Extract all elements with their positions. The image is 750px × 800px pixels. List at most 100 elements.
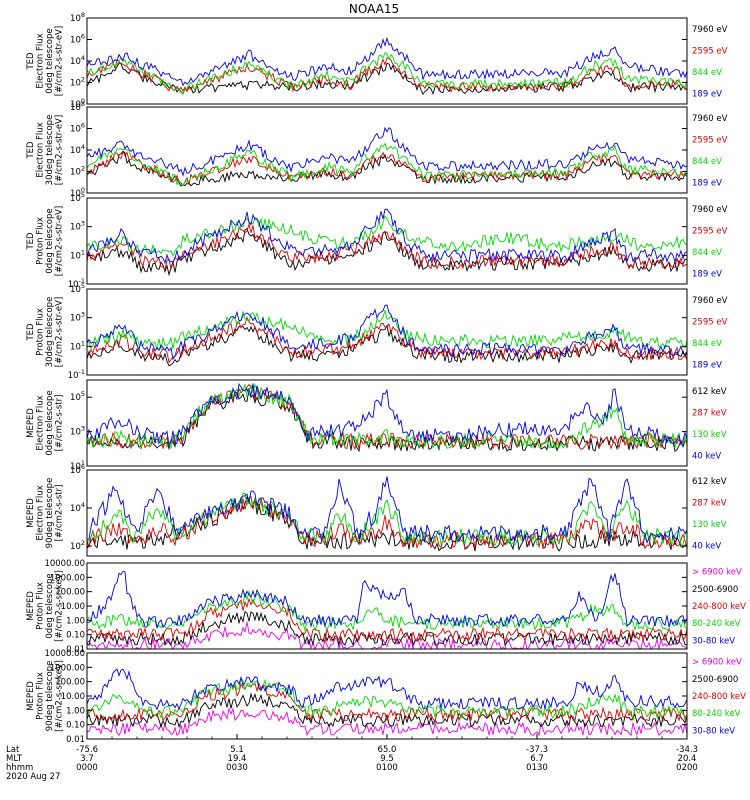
y-tick-label: 106	[70, 463, 85, 476]
y-axis-label-line: 0deg telescope	[45, 390, 55, 455]
legend-entry: 240-800 keV	[692, 602, 746, 612]
series-trace-1	[86, 228, 688, 277]
y-tick-exponent: 4	[81, 54, 85, 62]
y-axis-label: TEDProton Flux0deg telescope[#/cm2-s-str…	[26, 206, 65, 276]
legend-entry: 844 eV	[692, 339, 722, 349]
y-tick-label: 104	[70, 501, 85, 514]
legend-entry: 80-240 keV	[692, 709, 741, 719]
y-axis-label-line: [#/cm2-s-str-eV]	[54, 26, 64, 96]
y-axis-label-line: 0deg telescope	[45, 208, 55, 273]
y-tick-exponent: 2	[81, 539, 85, 547]
legend-entry: 844 eV	[692, 68, 722, 78]
y-tick-exponent: 1	[81, 248, 85, 256]
y-tick-label: 104	[70, 143, 85, 156]
x-axis-row-label: MLT	[6, 754, 23, 764]
series-trace-2	[86, 495, 688, 550]
y-tick-base: 10	[70, 189, 81, 199]
y-axis-label-line: TED	[26, 232, 36, 251]
y-tick-base: 10	[70, 103, 81, 113]
series-trace-3	[86, 492, 688, 547]
y-tick-label: 101	[70, 339, 85, 352]
legend-entry: 30-80 keV	[692, 726, 735, 736]
y-axis-label-line: [#/cm2-s-sr-keV]	[54, 660, 64, 732]
series-trace-2	[86, 692, 688, 729]
y-tick-label: 101	[70, 248, 85, 261]
y-tick-exponent: -1	[79, 277, 85, 285]
legend-entry: 189 eV	[692, 89, 722, 99]
series-trace-2	[86, 383, 688, 451]
y-axis-label-line: MEPED	[26, 498, 36, 528]
y-axis-label-line: Electron Flux	[35, 33, 45, 88]
y-tick-exponent: 0	[81, 97, 85, 105]
y-tick-label: 10-1	[68, 277, 85, 290]
legend-entry: 30-80 keV	[692, 636, 735, 646]
legend-entry: 40 keV	[692, 541, 721, 551]
series-trace-2	[86, 150, 688, 186]
legend-entry: 189 eV	[692, 178, 722, 188]
y-tick-base: 10	[70, 36, 81, 46]
x-tick-lat: -37.3	[526, 745, 548, 755]
y-tick-label: 108	[70, 11, 85, 24]
legend-entry: 240-800 keV	[692, 692, 746, 702]
y-tick-exponent: 6	[81, 463, 85, 471]
legend-entry: 7960 eV	[692, 25, 728, 35]
panel-frame	[86, 379, 688, 467]
y-tick-base: 10	[70, 462, 81, 472]
x-axis-row-label: 2020 Aug 27	[6, 772, 60, 782]
y-axis-label-line: MEPED	[26, 591, 36, 621]
series-trace-3	[86, 682, 688, 723]
series-trace-4	[86, 304, 688, 361]
series-trace-4	[86, 36, 688, 87]
legend-entry: 844 eV	[692, 157, 722, 167]
y-tick-label: 1000.00	[50, 573, 85, 583]
x-tick-time: 0100	[376, 763, 398, 773]
y-tick-exponent: 6	[81, 122, 85, 130]
y-tick-label: 0.10	[66, 631, 85, 641]
legend-entry: 189 eV	[692, 269, 722, 279]
y-tick-label: 0.01	[66, 645, 85, 655]
y-axis-label-line: Electron Flux	[35, 485, 45, 540]
series-trace-1	[86, 62, 688, 96]
y-tick-base: 10	[70, 100, 81, 110]
y-tick-label: 105	[70, 282, 85, 295]
y-tick-base: 10	[70, 251, 81, 261]
y-tick-label: 104	[70, 54, 85, 67]
y-axis-label-line: 0deg telescope	[45, 28, 55, 93]
x-axis-row-label: hhmm	[6, 763, 33, 773]
y-tick-label: 10.00	[61, 602, 85, 612]
legend-entry: 7960 eV	[692, 296, 728, 306]
legend-entry: > 6900 keV	[692, 658, 742, 668]
legend-entry: 189 eV	[692, 360, 722, 370]
y-tick-label: 108	[70, 100, 85, 113]
series-trace-4	[86, 208, 688, 265]
y-tick-base: 10	[70, 14, 81, 24]
x-tick-time: 0000	[76, 763, 98, 773]
series-trace-3	[86, 52, 688, 94]
series-trace-1	[86, 324, 688, 367]
series-trace-4	[86, 476, 688, 545]
y-tick-label: 10-1	[68, 368, 85, 381]
series-trace-3	[86, 383, 688, 450]
y-tick-label: 102	[70, 165, 85, 178]
series-trace-4	[86, 126, 688, 177]
y-tick-label: 102	[70, 76, 85, 89]
y-axis-label-line: MEPED	[26, 681, 36, 711]
y-axis-label-line: 90deg telescope	[45, 661, 55, 732]
x-axis-row-label: Lat	[6, 745, 20, 755]
series-trace-3	[86, 597, 688, 643]
y-tick-label: 0.10	[66, 721, 85, 731]
series-trace-4	[86, 382, 688, 446]
series-trace-5	[86, 570, 688, 629]
y-axis-label-line: MEPED	[26, 408, 36, 438]
y-tick-base: 10	[68, 371, 79, 381]
y-tick-exponent: 5	[81, 191, 85, 199]
legend-entry: 2595 eV	[692, 135, 728, 145]
series-trace-5	[86, 668, 688, 711]
